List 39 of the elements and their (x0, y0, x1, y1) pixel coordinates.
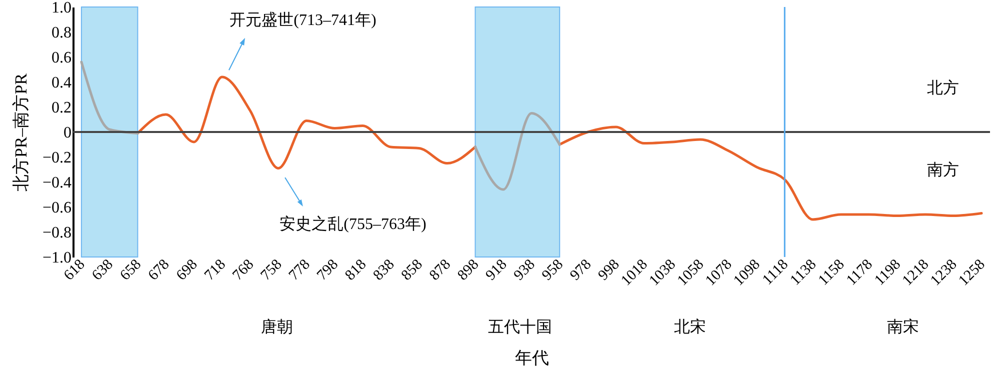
x-tick-label: 678 (145, 256, 173, 284)
x-tick-label: 768 (230, 256, 258, 284)
y-tick-label: −0.4 (42, 174, 72, 192)
y-axis-title: 北方PR–南方PR (11, 72, 30, 192)
y-tick-label: 0.4 (52, 74, 72, 92)
x-tick-label: 818 (342, 256, 370, 284)
text: 唐朝 (261, 318, 293, 336)
text: 五代十国 (488, 318, 552, 336)
y-tick-label: 0.2 (52, 100, 72, 116)
y-tick-label: −0.6 (42, 200, 72, 216)
x-tick-label: 838 (370, 256, 398, 284)
x-tick-label: 798 (314, 256, 342, 284)
x-tick-label: 918 (483, 256, 510, 284)
x-tick-label: 658 (117, 256, 145, 284)
text: 北宋 (674, 318, 706, 336)
x-tick-label: 938 (511, 256, 538, 284)
y-tick-label: −0.2 (42, 150, 72, 166)
x-tick-label: 958 (539, 256, 566, 284)
y-tick-label: −0.8 (42, 224, 72, 242)
y-tick-label: 0 (64, 124, 72, 142)
x-tick-label: 998 (596, 256, 623, 284)
annotation: 南方 (927, 161, 959, 179)
x-tick-label: 898 (454, 256, 482, 284)
y-tick-label: 1.0 (52, 0, 72, 16)
annotation: 开元盛世(713–741年) (230, 11, 376, 29)
x-tick-label: 718 (202, 256, 229, 284)
y-tick-label: 0.6 (52, 50, 72, 66)
annotation: 安史之乱(755–763年) (280, 215, 426, 233)
x-tick-label: 778 (286, 256, 314, 284)
annotation: 北方 (927, 79, 959, 97)
y-tick-label: 0.8 (52, 24, 72, 42)
x-tick-label: 698 (174, 256, 201, 284)
text: 南宋 (887, 318, 919, 336)
x-tick-label: 638 (89, 256, 116, 284)
x-tick-label: 858 (398, 256, 426, 284)
x-tick-label: 758 (258, 256, 286, 284)
x-axis-title: 年代 (515, 348, 549, 368)
x-tick-label: 978 (567, 256, 595, 284)
x-tick-label: 878 (426, 256, 454, 284)
